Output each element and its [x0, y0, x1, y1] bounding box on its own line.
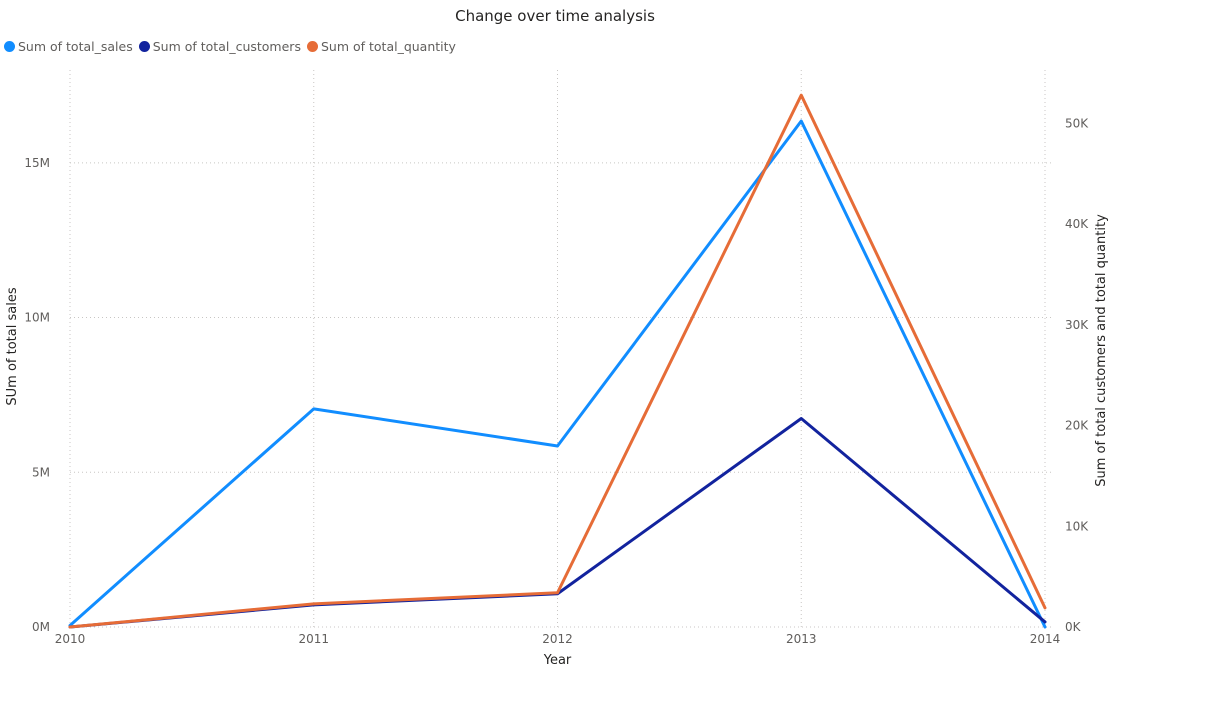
y-tick-label: 5M: [32, 465, 50, 479]
x-tick-label: 2012: [542, 632, 573, 646]
x-tick-label: 2010: [55, 632, 86, 646]
series-line-total-quantity: [68, 93, 1047, 629]
legend-label-total-sales: Sum of total_sales: [18, 39, 133, 54]
legend-item-total-customers[interactable]: Sum of total_customers: [138, 39, 301, 54]
legend-label-total-customers: Sum of total_customers: [152, 39, 301, 54]
y2-tick-label: 20K: [1065, 419, 1089, 433]
legend-label-total-quantity: Sum of total_quantity: [320, 39, 456, 54]
y-tick-label: 0M: [32, 620, 50, 634]
y2-tick-label: 40K: [1065, 217, 1089, 231]
legend-marker-total-quantity: [306, 41, 318, 52]
legend-item-total-quantity[interactable]: Sum of total_quantity: [306, 39, 456, 54]
x-tick-label: 2013: [786, 632, 817, 646]
series-line-total-sales: [68, 119, 1047, 629]
y2-tick-label: 10K: [1065, 519, 1089, 533]
legend-marker-total-customers: [138, 41, 150, 52]
y-tick-label: 10M: [24, 311, 50, 325]
x-tick-label: 2011: [298, 632, 329, 646]
y2-tick-label: 50K: [1065, 116, 1089, 130]
x-tick-label: 2014: [1030, 632, 1061, 646]
y2-axis-title: Sum of total customers and total quantit…: [1094, 214, 1109, 487]
legend-item-total-sales[interactable]: Sum of total_sales: [4, 39, 133, 54]
x-axis-title: Year: [543, 653, 572, 668]
chart-title: Change over time analysis: [455, 7, 655, 25]
y2-tick-label: 0K: [1065, 620, 1082, 634]
y2-tick-label: 30K: [1065, 318, 1089, 332]
legend: Sum of total_sales Sum of total_customer…: [4, 39, 462, 54]
y-tick-label: 15M: [24, 156, 50, 170]
y-axis-title: SUm of total sales: [5, 287, 20, 405]
legend-marker-total-sales: [4, 41, 15, 52]
